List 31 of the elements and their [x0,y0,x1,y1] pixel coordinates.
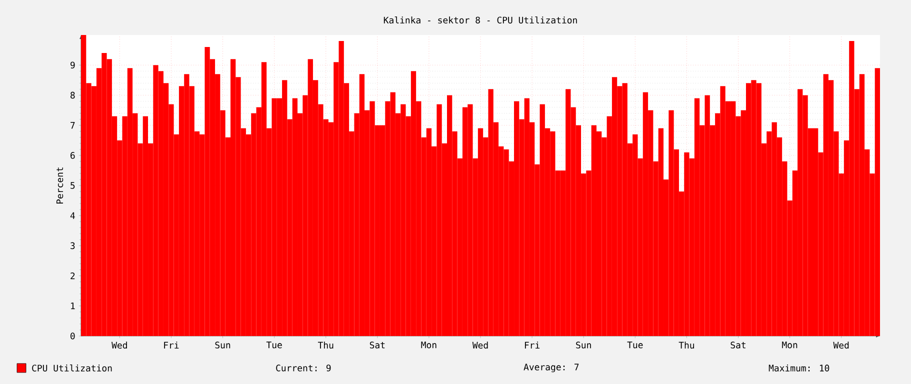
x-tick-label: Sat [730,342,746,348]
x-tick-label: Wed [112,342,127,349]
x-tick-label: Fri [524,342,540,348]
y-tick-label: 0 [70,332,75,340]
y-tick-label: 1 [71,302,75,310]
x-tick-label: Tue [266,342,282,348]
x-tick-label: Mon [782,342,798,348]
x-tick-label: Sat [370,342,385,348]
x-tick-label: Fri [164,342,179,348]
y-tick-label: 3 [70,242,75,250]
chart-title: Kalinka - sektor 8 - CPU Utilization [384,16,577,24]
x-tick-label: Mon [421,342,436,348]
y-tick-label: 4 [70,212,75,219]
y-tick-label: 2 [70,272,75,280]
x-tick-label: Wed [833,342,849,349]
y-tick-label: 8 [70,92,75,99]
text: CPU Utilization [32,364,112,372]
y-tick-label: 7 [70,122,75,129]
y-axis-title: Percent [56,167,64,204]
x-tick-label: Wed [472,342,488,349]
y-tick-label: 6 [70,152,75,159]
text: Average: 7 [524,364,579,372]
y-tick-label: 9 [70,62,75,68]
x-tick-label: Tue [627,342,643,348]
x-tick-label: Thu [318,342,334,349]
text: Current: 9 [276,364,331,372]
text: Maximum: 10 [768,364,830,372]
y-tick-label: 5 [70,182,75,189]
x-tick-label: Sun [215,342,230,348]
x-tick-label: Thu [678,342,694,349]
x-tick-label: Sun [576,342,591,348]
